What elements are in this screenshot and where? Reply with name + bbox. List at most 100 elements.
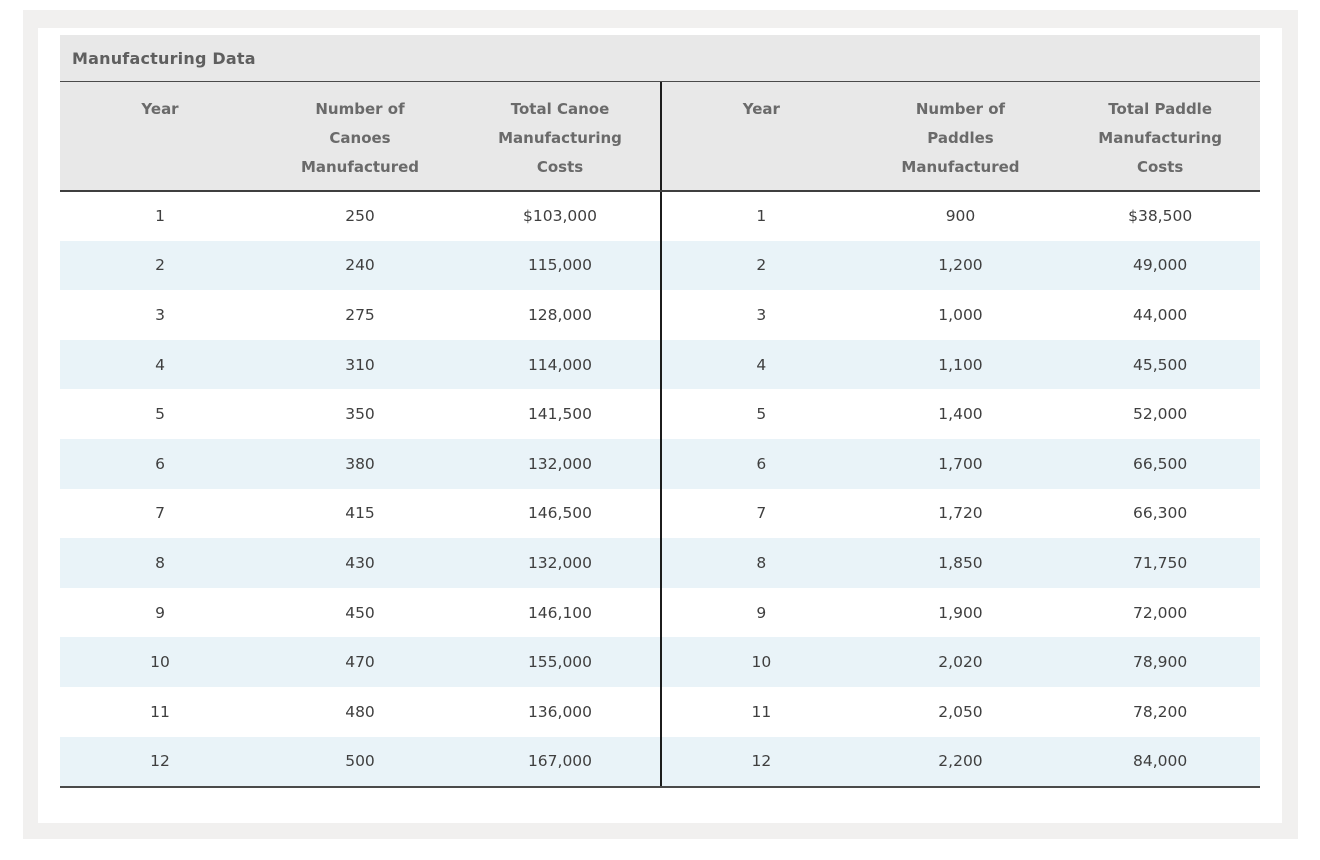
content-panel: Manufacturing Data Year Number of Canoes Ma… [23, 10, 1298, 839]
table-row: 10 2,020 78,900 [661, 637, 1260, 687]
table-cell: 2,020 [938, 653, 983, 672]
table-cell: 900 [945, 207, 976, 226]
table-cell: 11 [751, 702, 772, 721]
table-cell: 1 [155, 207, 165, 226]
table-cell: 52,000 [1133, 405, 1188, 424]
table-row: 1 250 $103,000 [60, 191, 660, 241]
column-header-line: Manufactured [901, 158, 1020, 176]
paddle-table: Year Number of Paddles Manufactured Total Pa… [660, 82, 1260, 787]
manufacturing-data-section: Manufacturing Data Year Number of Canoes Ma… [60, 35, 1260, 789]
column-header-line: Costs [1136, 158, 1184, 176]
table-cell: 7 [155, 504, 165, 523]
table-cell: 45,500 [1133, 355, 1188, 374]
column-header: Year [661, 82, 861, 192]
table-cell: 155,000 [527, 653, 593, 672]
table-cell: 128,000 [527, 305, 593, 324]
table-cell: 10 [751, 653, 772, 672]
table-row: 9 1,900 72,000 [661, 588, 1260, 638]
table-row: 12 2,200 84,000 [661, 736, 1260, 787]
table-cell: 3 [155, 305, 165, 324]
column-header-line: Manufacturing [1098, 129, 1223, 147]
table-cell: 146,100 [527, 603, 593, 622]
column-header: Number of Canoes Manufactured [260, 82, 460, 192]
table-cell: 12 [751, 752, 772, 771]
table-cell: 2 [155, 256, 165, 275]
table-cell: 136,000 [527, 702, 593, 721]
table-cell: 167,000 [527, 752, 593, 771]
table-cell: 4 [155, 355, 165, 374]
table-cell: 2,200 [938, 752, 983, 771]
table-row: 7 1,720 66,300 [661, 489, 1260, 539]
table-cell: 470 [345, 653, 375, 672]
column-header-line: Manufacturing [498, 129, 622, 147]
column-header-line: Costs [536, 158, 584, 176]
table-cell: 1,000 [938, 305, 983, 324]
table-row: 8 1,850 71,750 [661, 538, 1260, 588]
table-row: 4 310 114,000 [60, 339, 660, 390]
table-row: 5 1,400 52,000 [661, 389, 1260, 439]
column-header-line: Manufactured [300, 158, 420, 176]
table-cell: 1,200 [938, 256, 983, 275]
table-cell: 5 [155, 405, 165, 424]
table-cell: 66,300 [1133, 504, 1188, 523]
table-cell: 415 [345, 504, 375, 523]
table-cell: 115,000 [527, 256, 593, 275]
table-cell: 1,400 [938, 405, 983, 424]
table-cell: 132,000 [527, 454, 593, 473]
table-row: 4 1,100 45,500 [661, 339, 1260, 390]
table-cell: 275 [345, 305, 375, 324]
column-header: Number of Paddles Manufactured [860, 82, 1061, 192]
table-cell: 1,100 [938, 355, 983, 374]
table-cell: 1,720 [938, 504, 983, 523]
tables-row: Year Number of Canoes Manufactured Total Can… [60, 82, 1260, 789]
table-cell: 66,500 [1133, 454, 1188, 473]
column-header-line: Total Canoe [510, 100, 610, 118]
table-cell: $103,000 [523, 207, 597, 226]
table-cell: 6 [155, 454, 165, 473]
table-cell: 4 [756, 355, 767, 374]
table-cell: 10 [150, 653, 170, 672]
table-cell: 49,000 [1133, 256, 1188, 275]
table-row: 8 430 132,000 [60, 538, 660, 588]
column-header-line: Number of [915, 100, 1006, 118]
table-cell: 500 [345, 752, 375, 771]
column-header-line: Total Paddle [1108, 100, 1213, 118]
table-cell: 1,850 [938, 553, 983, 572]
table-cell: 9 [756, 603, 767, 622]
table-cell: 450 [345, 603, 375, 622]
table-cell: 310 [345, 355, 375, 374]
column-header-line: Year [141, 100, 179, 118]
table-cell: 114,000 [527, 355, 593, 374]
table-cell: 9 [155, 603, 165, 622]
table-cell: 2,050 [938, 702, 983, 721]
column-header-line: Canoes [329, 129, 391, 147]
table-cell: 350 [345, 405, 375, 424]
table-cell: 72,000 [1133, 603, 1188, 622]
table-cell: 3 [756, 305, 767, 324]
table-cell: 11 [150, 702, 170, 721]
table-cell: $38,500 [1128, 207, 1193, 226]
table-cell: 1 [756, 207, 767, 226]
table-row: 2 1,200 49,000 [661, 240, 1260, 291]
table-cell: 2 [756, 256, 767, 275]
table-row: 2 240 115,000 [60, 240, 660, 291]
table-row: 11 480 136,000 [60, 687, 660, 737]
column-header: Total Canoe Manufacturing Costs [460, 82, 660, 192]
column-header: Total Paddle Manufacturing Costs [1060, 82, 1260, 192]
table-row: 5 350 141,500 [60, 389, 660, 439]
table-cell: 132,000 [527, 553, 593, 572]
canoe-table: Year Number of Canoes Manufactured Total Can… [60, 82, 660, 787]
table-row: 6 380 132,000 [60, 438, 660, 489]
table-cell: 141,500 [527, 405, 593, 424]
table-cell: 7 [756, 504, 767, 523]
column-header-line: Paddles [927, 129, 994, 147]
table-cell: 250 [345, 207, 375, 226]
header-row: Year Number of Canoes Manufactured Total Can… [60, 82, 660, 192]
table-cell: 146,500 [527, 504, 593, 523]
table-cell: 5 [756, 405, 767, 424]
table-cell: 1,700 [938, 454, 983, 473]
table-cell: 84,000 [1133, 752, 1188, 771]
table-row: 6 1,700 66,500 [661, 438, 1260, 489]
table-row: 10 470 155,000 [60, 637, 660, 687]
table-row: 7 415 146,500 [60, 489, 660, 539]
